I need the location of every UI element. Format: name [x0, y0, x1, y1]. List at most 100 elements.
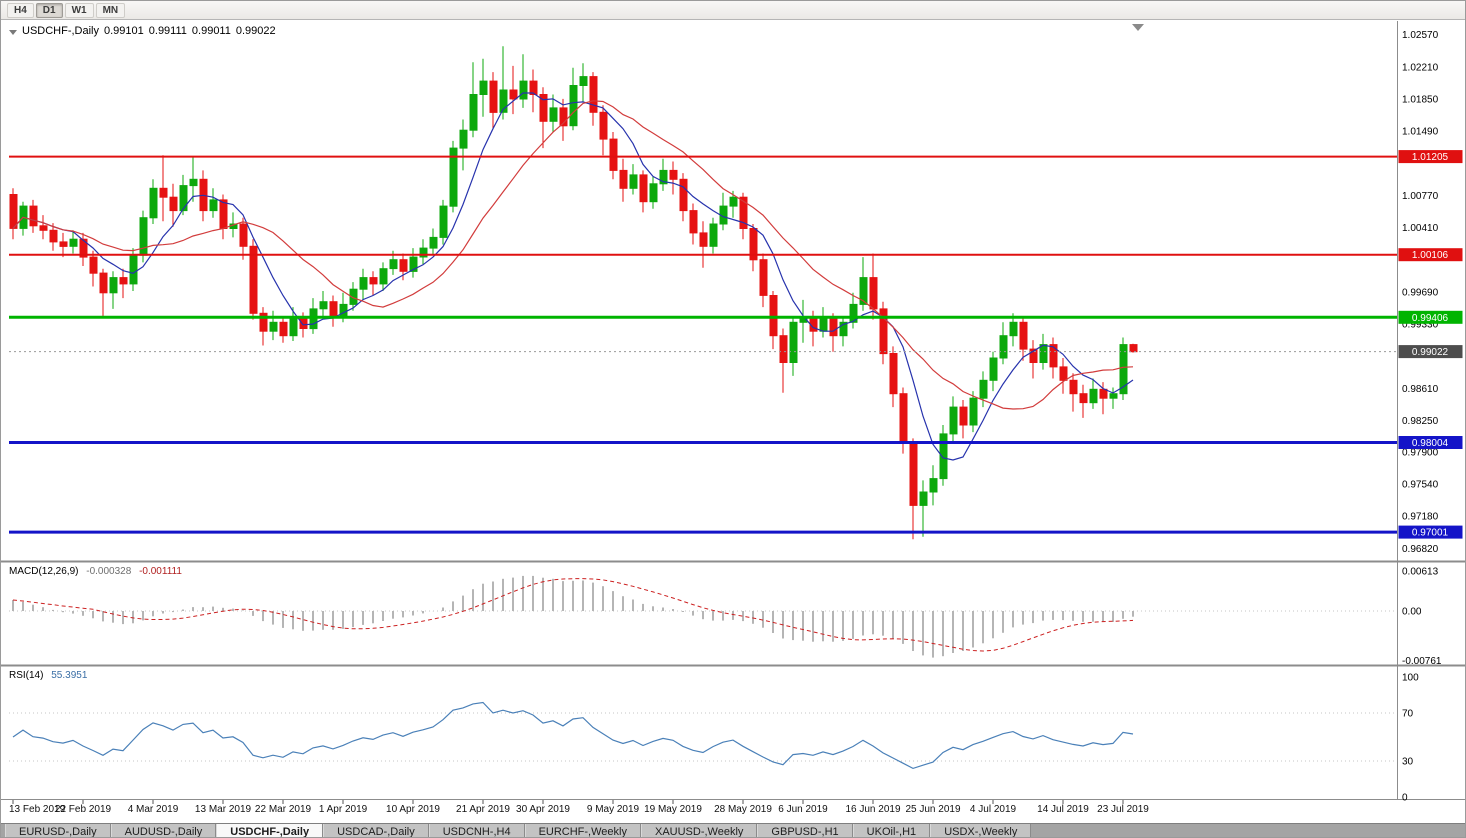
candle-body: [999, 335, 1008, 359]
candle-body: [349, 288, 358, 305]
x-axis-label: 30 Apr 2019: [516, 804, 570, 815]
tab-audusd-daily[interactable]: AUDUSD-,Daily: [110, 824, 217, 837]
x-axis-label: 25 Jun 2019: [905, 804, 960, 815]
candle-body: [549, 107, 558, 122]
x-axis-label: 22 Mar 2019: [255, 804, 312, 815]
timeframe-d1-button[interactable]: D1: [35, 2, 63, 18]
candle-body: [599, 111, 608, 140]
price-tick-label: 0.98250: [1402, 416, 1439, 427]
candle-body: [539, 94, 548, 122]
price-label-text: 0.99022: [1412, 347, 1449, 358]
candle-body: [1129, 344, 1138, 353]
candle-body: [919, 491, 928, 506]
price-label-box: [1398, 150, 1463, 164]
candle-body: [449, 147, 458, 207]
chart-shift-marker[interactable]: [1132, 24, 1144, 31]
candle-body: [909, 442, 918, 506]
candle-body: [189, 178, 198, 187]
candle-body: [509, 89, 518, 100]
price-tick-label: 0.99330: [1402, 320, 1439, 331]
candle-body: [649, 183, 658, 203]
candle-body: [689, 210, 698, 234]
candle-body: [959, 406, 968, 426]
candle-body: [429, 236, 438, 249]
candle-body: [1069, 379, 1078, 395]
x-axis-label: 10 Apr 2019: [386, 804, 440, 815]
tab-xauusd-weekly[interactable]: XAUUSD-,Weekly: [640, 824, 758, 837]
candle-body: [1009, 321, 1018, 337]
price-tick-label: 1.02570: [1402, 30, 1439, 41]
price-tick-label: 1.01850: [1402, 94, 1439, 105]
candle-body: [569, 85, 578, 127]
x-axis-label: 22 Feb 2019: [55, 804, 112, 815]
candle-body: [779, 335, 788, 364]
candle-body: [769, 295, 778, 337]
candle-body: [479, 80, 488, 95]
tab-gbpusd-h1[interactable]: GBPUSD-,H1: [757, 824, 853, 837]
price-label-text: 0.98004: [1412, 438, 1449, 449]
price-label-text: 0.99406: [1412, 313, 1449, 324]
candle-body: [259, 312, 268, 332]
rsi-axis-label: 100: [1402, 673, 1419, 684]
x-axis-label: 4 Mar 2019: [128, 804, 179, 815]
price-tick-label: 0.97900: [1402, 447, 1439, 458]
candle-body: [489, 80, 498, 113]
candle-body: [589, 76, 598, 113]
price-label-box: [1398, 345, 1463, 359]
candle-body: [219, 199, 228, 229]
rsi-axis-label: 30: [1402, 757, 1414, 768]
tab-ukoil-h1[interactable]: UKOil-,H1: [852, 824, 931, 837]
x-axis-label: 13 Mar 2019: [195, 804, 252, 815]
candle-body: [619, 169, 628, 189]
candle-body: [839, 321, 848, 337]
candle-body: [239, 223, 248, 247]
candle-body: [679, 178, 688, 212]
price-tick-label: 0.97540: [1402, 480, 1439, 491]
candle-body: [179, 185, 188, 212]
candle-body: [1089, 388, 1098, 404]
candle-body: [39, 225, 48, 231]
price-tick-label: 1.00410: [1402, 223, 1439, 234]
macd-axis-label: 0.00: [1402, 607, 1422, 618]
candle-body: [439, 205, 448, 238]
candle-body: [739, 196, 748, 229]
candle-body: [269, 321, 278, 332]
candle-body: [79, 238, 88, 258]
timeframe-mn-button[interactable]: MN: [95, 2, 126, 18]
candle-body: [249, 245, 258, 314]
candle-body: [879, 308, 888, 355]
candle-body: [849, 303, 858, 323]
candle-body: [709, 223, 718, 247]
candle-body: [659, 169, 668, 185]
price-tick-label: 0.96820: [1402, 544, 1439, 555]
candle-body: [669, 169, 678, 180]
x-axis-label: 14 Jul 2019: [1037, 804, 1089, 815]
tab-usdx-weekly[interactable]: USDX-,Weekly: [930, 824, 1032, 837]
chart-area-background[interactable]: [1, 21, 1466, 800]
candle-body: [379, 268, 388, 285]
candle-body: [939, 433, 948, 480]
candle-body: [49, 229, 58, 243]
candle-body: [899, 393, 908, 444]
tab-eurchf-weekly[interactable]: EURCHF-,Weekly: [524, 824, 641, 837]
candle-body: [169, 196, 178, 212]
timeframe-h4-button[interactable]: H4: [7, 2, 34, 18]
tab-usdcnh-h4[interactable]: USDCNH-,H4: [428, 824, 525, 837]
tab-eurusd-daily[interactable]: EURUSD-,Daily: [5, 824, 111, 837]
macd-axis-label: 0.00613: [1402, 567, 1439, 578]
candle-body: [469, 94, 478, 131]
x-axis-label: 9 May 2019: [587, 804, 640, 815]
tab-usdcad-daily[interactable]: USDCAD-,Daily: [323, 824, 429, 837]
candle-body: [1039, 344, 1048, 364]
candle-body: [969, 397, 978, 426]
candle-body: [159, 187, 168, 198]
timeframe-w1-button[interactable]: W1: [64, 2, 94, 18]
candle-body: [789, 321, 798, 363]
candle-body: [389, 259, 398, 270]
ma-slow-line: [12, 100, 1134, 410]
candle-body: [279, 321, 288, 337]
tab-usdchf-daily[interactable]: USDCHF-,Daily: [216, 824, 324, 837]
x-axis-label: 1 Apr 2019: [319, 804, 368, 815]
